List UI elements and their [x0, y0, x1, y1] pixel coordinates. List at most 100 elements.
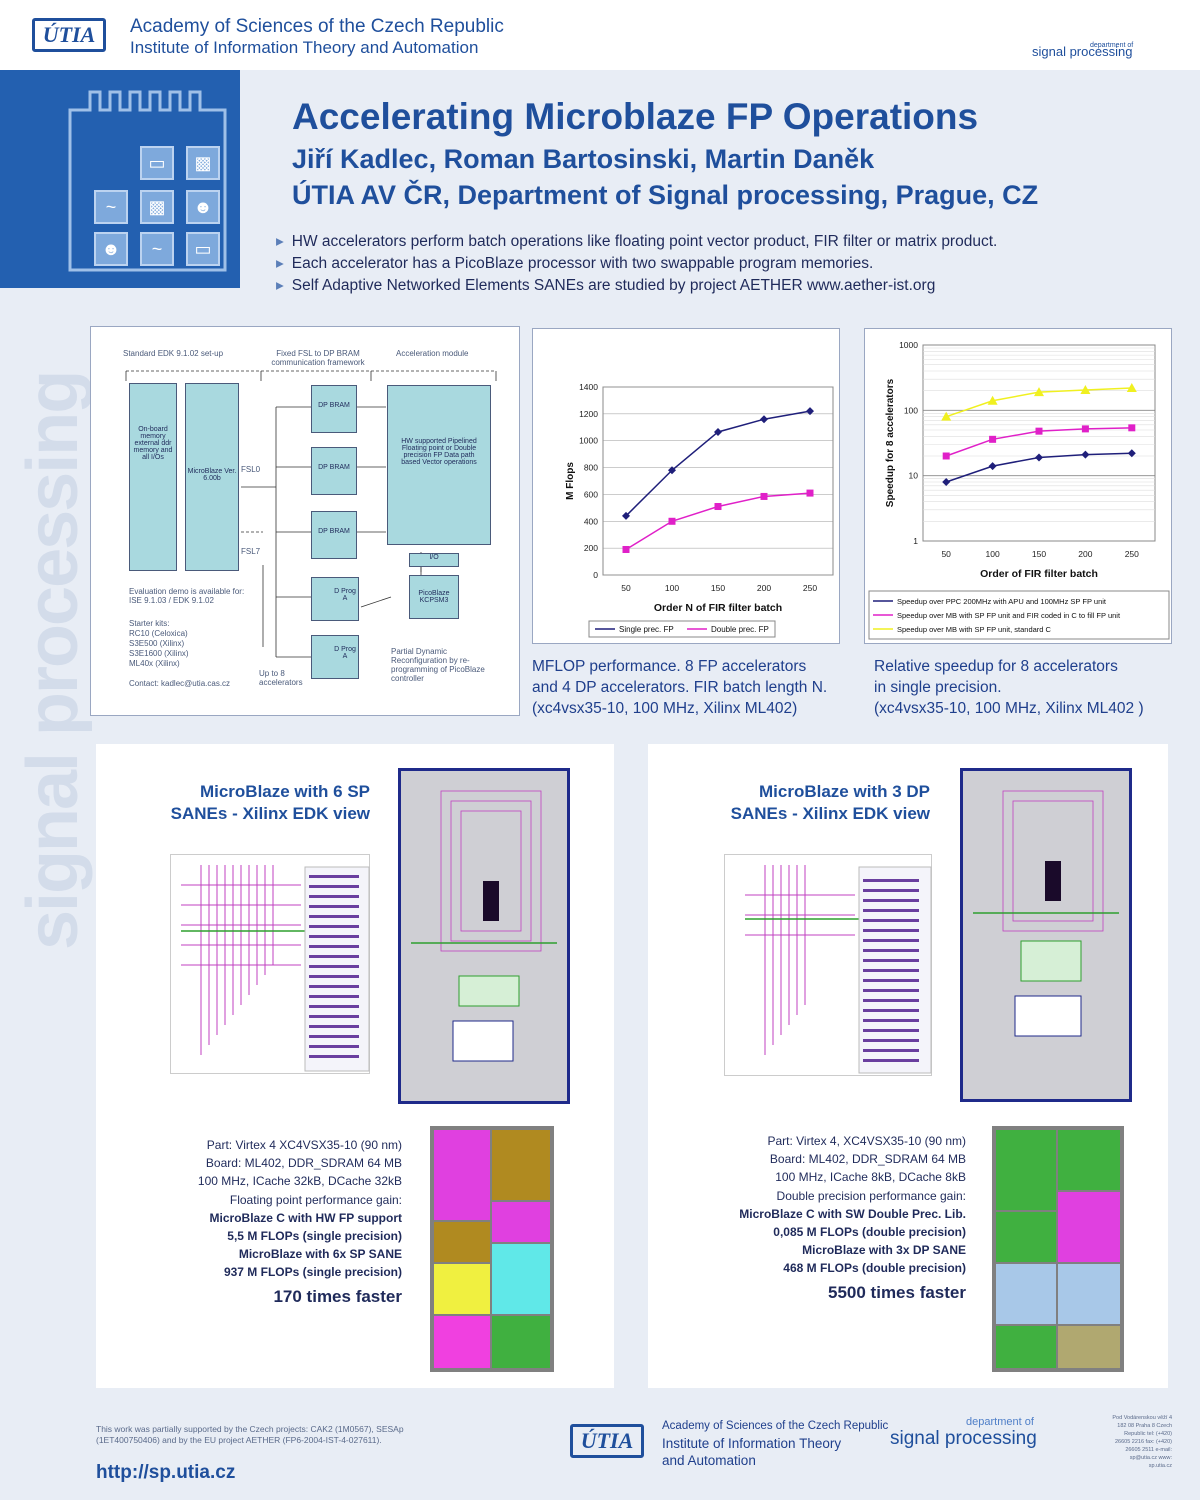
spec-line-bold: 468 M FLOPs (double precision) — [783, 1261, 966, 1276]
legend-label: Speedup over MB with SP FP unit, standar… — [897, 625, 1052, 634]
legend-label: Double prec. FP — [711, 625, 769, 634]
y-tick-label: 200 — [584, 543, 598, 553]
caption-line: (xc4vsx35-10, 100 MHz, Xilinx ML402) — [532, 700, 798, 717]
data-point — [760, 492, 768, 500]
block-diagram-panel: Standard EDK 9.1.02 set-up Fixed FSL to … — [90, 326, 520, 716]
x-tick-label: 100 — [986, 549, 1000, 559]
left-section-title-2: SANEs - Xilinx EDK view — [170, 804, 370, 823]
edk-bus-view — [170, 854, 370, 1074]
spec-line: Board: ML402, DDR_SDRAM 64 MB — [769, 1152, 966, 1167]
spec-line: Double precision performance gain: — [776, 1188, 966, 1203]
data-point — [987, 395, 998, 405]
right-spec-block: Part: Virtex 4, XC4VSX35-10 (90 nm) Boar… — [656, 1132, 966, 1302]
mflop-caption: MFLOP performance. 8 FP accelerators and… — [532, 656, 827, 719]
funding-note: This work was partially supported by the… — [96, 1424, 404, 1445]
data-point — [1081, 425, 1089, 433]
sp-logo-small: department of — [1090, 42, 1134, 49]
right-result: 5500 times faster — [828, 1282, 966, 1302]
data-point — [1128, 424, 1136, 432]
intro-bullet: HW accelerators perform batch operations… — [276, 232, 998, 251]
data-point — [1127, 449, 1136, 458]
caption-line: in single precision. — [874, 679, 1002, 696]
starter-kit: S3E500 (Xilinx) — [129, 639, 185, 648]
data-point — [1126, 382, 1137, 392]
x-tick-label: 50 — [941, 549, 951, 559]
spec-line-bold: MicroBlaze with 6x SP SANE — [238, 1247, 402, 1262]
affiliation: ÚTIA AV ČR, Department of Signal process… — [292, 180, 1039, 210]
speedup-caption: Relative speedup for 8 accelerators in s… — [874, 656, 1144, 719]
fpga-placement-view — [430, 1126, 554, 1372]
left-result: 170 times faster — [273, 1286, 402, 1306]
data-point — [714, 503, 722, 511]
spec-line: Part: Virtex 4, XC4VSX35-10 (90 nm) — [767, 1134, 966, 1148]
data-point — [941, 411, 952, 421]
contact-label: Contact: kadlec@utia.cas.cz — [129, 679, 231, 688]
diagram-wires — [125, 370, 497, 658]
mflops-chart-panel: 0 200 400 600 800 1000 1200 1400 50 100 150 200 250 O… — [532, 328, 840, 644]
spec-line: Part: Virtex 4 XC4VSX35-10 (90 nm) — [206, 1138, 402, 1152]
placement-graphic-dp — [996, 1130, 1120, 1368]
starter-title: Starter kits: — [129, 619, 170, 628]
x-tick-label: 150 — [1032, 549, 1046, 559]
speedup-chart-panel: 1 10 100 1000 50 100 150 200 250 Order of FIR fil… — [864, 328, 1172, 644]
spec-line-bold: 0,085 M FLOPs (double precision) — [773, 1225, 966, 1240]
y-tick-label: 1400 — [579, 382, 598, 392]
floorplan-graphic — [411, 790, 557, 1062]
dp-bram-block-3: DP BRAM — [311, 511, 357, 559]
speedup-chart: 1 10 100 1000 50 100 150 200 250 Order of FIR fil… — [868, 340, 1170, 640]
dprog-block-2: D Prog A — [311, 635, 359, 679]
x-tick-label: 100 — [665, 583, 679, 593]
x-axis-label: Order N of FIR filter batch — [654, 602, 782, 614]
data-point — [668, 466, 676, 475]
picoblaze-block: PicoBlaze KCPSM3 — [409, 575, 459, 619]
y-tick-label: 1200 — [579, 409, 598, 419]
y-tick-label: 0 — [593, 570, 598, 580]
right-section-title-2: SANEs - Xilinx EDK view — [730, 804, 930, 823]
right-edk-section: MicroBlaze with 3 DP SANEs - Xilinx EDK … — [648, 744, 1168, 1388]
right-section-title-1: MicroBlaze with 3 DP — [759, 782, 930, 801]
data-point — [1080, 384, 1091, 394]
partial-reconfig-label: Partial Dynamic Reconfiguration by re-pr… — [391, 647, 485, 683]
data-point — [1034, 387, 1044, 397]
spec-line: 100 MHz, ICache 8kB, DCache 8kB — [775, 1170, 966, 1185]
y-tick-label: 1 — [913, 536, 918, 546]
intro-bullet: Each accelerator has a PicoBlaze process… — [276, 254, 997, 273]
caption-line: Relative speedup for 8 accelerators — [874, 658, 1118, 675]
hw-supported-block: HW supported Pipelined Floating point or… — [387, 385, 491, 545]
x-tick-label: 250 — [803, 583, 817, 593]
x-tick-label: 250 — [1125, 549, 1139, 559]
data-point — [1035, 427, 1043, 435]
chip-graphic — [68, 90, 227, 272]
starter-kit: S3E1600 (Xilinx) — [129, 649, 189, 658]
onboard-memory-block: On-board memory external ddr memory and … — [129, 383, 177, 571]
y-axis-label: M Flops — [565, 462, 576, 500]
y-tick-label: 1000 — [579, 436, 598, 446]
person-icon-2: ☻ — [94, 232, 128, 266]
edk-floorplan-view-dp — [960, 768, 1132, 1102]
edk-floorplan-view — [398, 768, 570, 1104]
authors: Jiří Kadlec, Roman Bartosinski, Martin D… — [292, 144, 875, 174]
fsl7-label: FSL7 — [241, 547, 261, 556]
spec-line: 100 MHz, ICache 32kB, DCache 32kB — [197, 1174, 402, 1189]
x-tick-label: 150 — [711, 583, 725, 593]
upto8-label: Up to 8 accelerators — [259, 669, 303, 687]
wave-icon: ~ — [94, 190, 128, 224]
legend-box — [868, 590, 1170, 640]
mflops-chart: 0 200 400 600 800 1000 1200 1400 50 100 150 200 250 O… — [565, 382, 834, 638]
data-point — [622, 511, 630, 520]
data-point — [1035, 453, 1043, 462]
poster-title: Accelerating Microblaze FP Operations — [292, 96, 979, 137]
footer-org: Academy of Sciences of the Czech Republi… — [662, 1418, 888, 1469]
intro-bullets: HW accelerators perform batch operations… — [276, 232, 998, 298]
website-link[interactable]: http://sp.utia.cz — [96, 1462, 236, 1483]
legend-label: Single prec. FP — [619, 625, 674, 634]
spec-line-bold: MicroBlaze C with HW FP support — [209, 1210, 402, 1225]
diag-label-accel: Acceleration module — [396, 349, 469, 358]
footer-sp-small: department of — [966, 1416, 1034, 1428]
footer-org-line: and Automation — [662, 1453, 756, 1468]
starter-kit: RC10 (Celoxica) — [129, 629, 188, 638]
eval-demo-label: Evaluation demo is available for: ISE 9.… — [129, 587, 245, 605]
io-block: I/O — [409, 553, 459, 567]
x-tick-label: 200 — [1078, 549, 1092, 559]
person-icon: ☻ — [186, 190, 220, 224]
